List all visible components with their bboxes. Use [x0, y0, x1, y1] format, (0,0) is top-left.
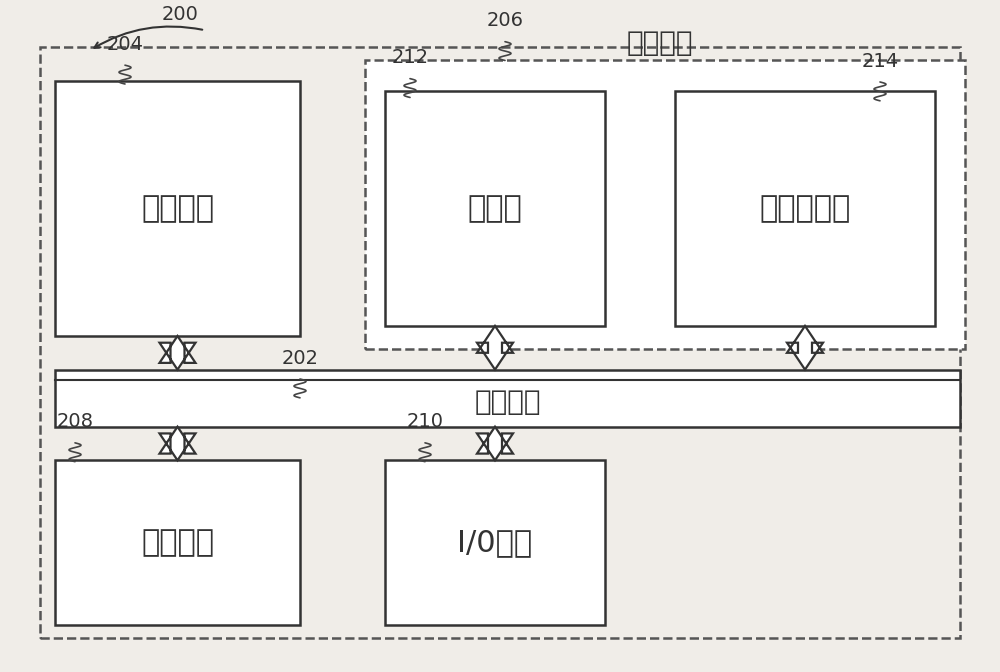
- Text: 处理设备: 处理设备: [141, 194, 214, 223]
- Text: 存储器: 存储器: [468, 194, 522, 223]
- Text: 总线系统: 总线系统: [474, 388, 541, 415]
- Text: 通信单元: 通信单元: [141, 528, 214, 557]
- Text: 200: 200: [162, 5, 198, 24]
- Polygon shape: [477, 326, 513, 370]
- Bar: [55, 81, 300, 336]
- Text: 212: 212: [391, 48, 429, 67]
- Bar: [40, 47, 960, 638]
- Text: 210: 210: [406, 413, 444, 431]
- Bar: [385, 460, 605, 625]
- Bar: [385, 91, 605, 326]
- Polygon shape: [477, 427, 513, 460]
- Text: 208: 208: [56, 413, 94, 431]
- Text: I/0单元: I/0单元: [457, 528, 533, 557]
- Polygon shape: [160, 336, 195, 370]
- Polygon shape: [160, 427, 195, 460]
- Text: 持久性存储: 持久性存储: [759, 194, 851, 223]
- Bar: [675, 91, 935, 326]
- Bar: [55, 460, 300, 625]
- Text: 206: 206: [486, 11, 524, 30]
- Bar: [365, 60, 965, 349]
- Bar: [55, 370, 960, 427]
- Polygon shape: [787, 326, 823, 370]
- Text: 214: 214: [861, 52, 899, 71]
- Text: 202: 202: [282, 349, 318, 368]
- Text: 204: 204: [106, 35, 144, 54]
- Text: 存储设备: 存储设备: [627, 29, 693, 57]
